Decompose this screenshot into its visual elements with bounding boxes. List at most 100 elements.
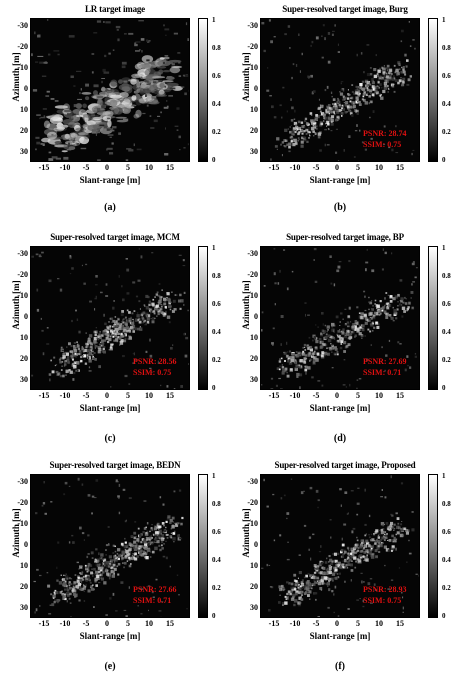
- y-tick-label: 0: [238, 312, 258, 321]
- colorbar-tick-label: 0.4: [212, 328, 221, 336]
- y-axis-label: Azimuth [m]: [241, 47, 251, 107]
- x-tick-label: 0: [97, 619, 117, 628]
- y-tick-label: 20: [238, 126, 258, 135]
- x-tick-label: 15: [160, 619, 180, 628]
- colorbar-tick-label: 1: [442, 244, 446, 252]
- y-tick-label: 0: [8, 540, 28, 549]
- panel-title: Super-resolved target image, Proposed: [260, 460, 430, 470]
- x-axis-label: Slant-range [m]: [50, 175, 170, 185]
- x-tick-label: -15: [34, 163, 54, 172]
- colorbar-tick-label: 0.8: [442, 44, 451, 52]
- y-tick-label: 20: [8, 582, 28, 591]
- x-tick-label: -10: [55, 163, 75, 172]
- y-tick-label: -10: [8, 63, 28, 72]
- x-tick-label: 0: [327, 619, 347, 628]
- colorbar-tick-label: 0.2: [442, 584, 451, 592]
- colorbar: [428, 18, 438, 162]
- x-tick-label: -5: [76, 391, 96, 400]
- colorbar: [428, 474, 438, 618]
- x-tick-label: 0: [97, 163, 117, 172]
- x-tick-label: -10: [55, 619, 75, 628]
- y-axis-label: Azimuth [m]: [11, 275, 21, 335]
- x-axis-label: Slant-range [m]: [280, 403, 400, 413]
- colorbar-tick-label: 0.8: [212, 500, 221, 508]
- y-tick-label: -10: [8, 291, 28, 300]
- panel-title: Super-resolved target image, MCM: [30, 232, 200, 242]
- colorbar-tick-label: 1: [212, 16, 216, 24]
- y-tick-label: 10: [238, 333, 258, 342]
- y-tick-label: 30: [8, 603, 28, 612]
- colorbar-tick-label: 1: [442, 472, 446, 480]
- y-tick-label: 20: [8, 354, 28, 363]
- x-tick-label: -5: [306, 619, 326, 628]
- y-tick-label: 20: [8, 126, 28, 135]
- colorbar-tick-label: 0.4: [212, 100, 221, 108]
- y-tick-label: 0: [8, 312, 28, 321]
- x-tick-label: 10: [369, 163, 389, 172]
- y-tick-label: -30: [238, 249, 258, 258]
- ssim-value: SSIM: 0.71: [363, 368, 401, 377]
- colorbar-tick-label: 0.6: [212, 528, 221, 536]
- colorbar-tick-label: 0.6: [442, 528, 451, 536]
- y-tick-label: 20: [238, 354, 258, 363]
- x-axis-label: Slant-range [m]: [280, 175, 400, 185]
- x-tick-label: 5: [118, 619, 138, 628]
- colorbar-tick-label: 0.4: [442, 328, 451, 336]
- colorbar-tick-label: 0.6: [212, 72, 221, 80]
- x-tick-label: -15: [34, 619, 54, 628]
- x-tick-label: 5: [118, 163, 138, 172]
- y-tick-label: 10: [8, 333, 28, 342]
- y-axis-label: Azimuth [m]: [11, 503, 21, 563]
- panel-title: LR target image: [30, 4, 200, 14]
- y-tick-label: -20: [8, 270, 28, 279]
- panel-title: Super-resolved target image, BP: [260, 232, 430, 242]
- x-tick-label: 5: [348, 163, 368, 172]
- y-tick-label: -20: [8, 498, 28, 507]
- x-tick-label: 15: [160, 163, 180, 172]
- x-tick-label: -5: [76, 619, 96, 628]
- y-tick-label: -20: [238, 42, 258, 51]
- x-tick-label: 5: [348, 391, 368, 400]
- ssim-value: SSIM: 0.75: [363, 596, 401, 605]
- y-tick-label: -20: [8, 42, 28, 51]
- ssim-value: SSIM: 0.71: [133, 596, 171, 605]
- x-tick-label: -10: [285, 391, 305, 400]
- colorbar-tick-label: 0.6: [442, 300, 451, 308]
- colorbar-tick-label: 0: [442, 612, 446, 620]
- colorbar-tick-label: 0.8: [212, 44, 221, 52]
- y-tick-label: 30: [8, 375, 28, 384]
- y-tick-label: 30: [8, 147, 28, 156]
- psnr-value: PSNR: 28.74: [363, 129, 407, 138]
- colorbar-tick-label: 1: [442, 16, 446, 24]
- y-tick-label: 0: [238, 84, 258, 93]
- colorbar: [428, 246, 438, 390]
- x-tick-label: 15: [160, 391, 180, 400]
- x-tick-label: -15: [264, 619, 284, 628]
- colorbar-tick-label: 0: [212, 156, 216, 164]
- x-tick-label: 5: [348, 619, 368, 628]
- colorbar: [198, 18, 208, 162]
- x-tick-label: -5: [306, 391, 326, 400]
- x-tick-label: 15: [390, 163, 410, 172]
- colorbar-tick-label: 0.6: [212, 300, 221, 308]
- x-tick-label: 10: [139, 163, 159, 172]
- y-tick-label: -30: [8, 21, 28, 30]
- x-axis-label: Slant-range [m]: [50, 403, 170, 413]
- x-tick-label: 10: [369, 619, 389, 628]
- x-tick-label: -5: [306, 163, 326, 172]
- y-tick-label: -30: [8, 477, 28, 486]
- y-tick-label: -10: [238, 291, 258, 300]
- colorbar-tick-label: 0.2: [442, 128, 451, 136]
- x-axis-label: Slant-range [m]: [280, 631, 400, 641]
- y-tick-label: -30: [238, 477, 258, 486]
- sar-image: [30, 18, 190, 162]
- colorbar-tick-label: 0.4: [212, 556, 221, 564]
- y-tick-label: -20: [238, 270, 258, 279]
- y-tick-label: -20: [238, 498, 258, 507]
